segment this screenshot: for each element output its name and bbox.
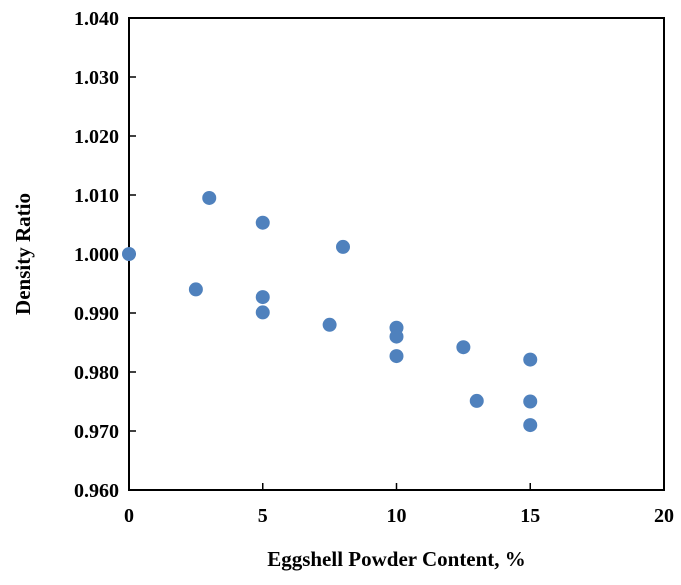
- y-tick-label: 0.990: [74, 303, 119, 325]
- tick-label-layer: 0.960 0.970 0.980 0.990 1.000 1.010 1.020 1.030…: [74, 8, 674, 527]
- data-point: [469, 393, 484, 408]
- y-tick-label: 1.020: [74, 126, 119, 148]
- x-tick-label: 5: [258, 505, 268, 527]
- data-point: [255, 305, 270, 320]
- data-point: [255, 215, 270, 230]
- data-point: [456, 340, 471, 355]
- y-tick-label: 1.040: [74, 8, 119, 30]
- y-tick-label: 1.010: [74, 185, 119, 207]
- data-point: [202, 190, 217, 205]
- data-point: [523, 418, 538, 433]
- data-point: [122, 247, 136, 261]
- data-point-layer: [122, 190, 538, 433]
- data-point: [336, 239, 350, 254]
- x-axis-title: Eggshell Powder Content, %: [267, 547, 526, 571]
- data-point: [255, 290, 270, 305]
- data-point: [523, 394, 538, 409]
- data-point: [389, 349, 404, 364]
- y-tick-label: 0.970: [74, 421, 119, 443]
- x-tick-label: 15: [520, 505, 540, 527]
- y-tick-label: 1.030: [74, 67, 119, 89]
- data-point: [523, 352, 538, 367]
- y-tick-label: 0.960: [74, 480, 119, 502]
- y-tick-label: 1.000: [74, 244, 119, 266]
- x-tick-label: 0: [124, 505, 134, 527]
- x-tick-label: 10: [387, 505, 407, 527]
- plot-area-frame: [128, 17, 665, 491]
- y-tick-label: 0.980: [74, 362, 119, 384]
- data-point: [188, 282, 203, 297]
- y-axis-title: Density Ratio: [11, 193, 35, 315]
- data-point: [389, 329, 404, 344]
- data-point: [322, 317, 337, 332]
- tick-layer: [128, 17, 665, 491]
- x-tick-label: 20: [654, 505, 674, 527]
